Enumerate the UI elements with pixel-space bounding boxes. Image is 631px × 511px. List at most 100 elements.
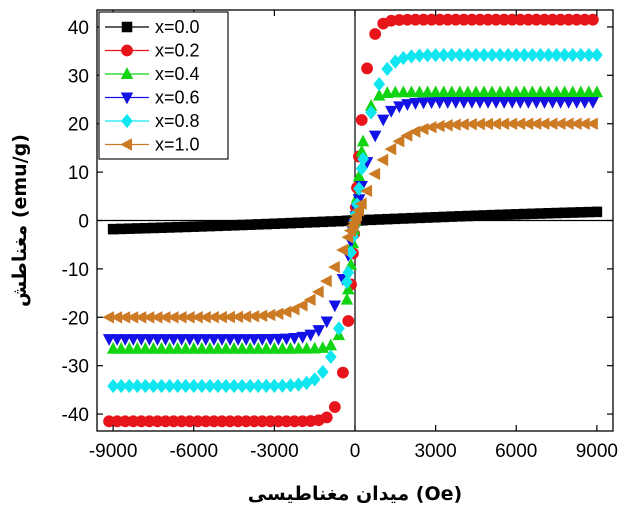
data-point (433, 13, 446, 26)
data-point (248, 415, 261, 428)
data-point (199, 310, 211, 324)
data-point (505, 117, 518, 130)
data-point (534, 47, 547, 63)
data-point (578, 96, 591, 109)
legend: x=0.0 x=0.2 x=0.4 x=0.6 x=0.8 x=1.0 (98, 11, 229, 160)
data-point (489, 96, 503, 109)
data-point (485, 85, 499, 98)
data-point (203, 341, 217, 354)
data-point (356, 134, 370, 147)
data-point (537, 117, 550, 130)
data-point (204, 220, 216, 232)
data-point (328, 260, 340, 274)
data-point (562, 96, 575, 109)
data-point (397, 50, 410, 66)
legend-label: x=0.4 (155, 64, 200, 84)
data-point (582, 85, 596, 98)
data-point (421, 85, 434, 98)
data-point (300, 341, 313, 354)
data-point (336, 243, 348, 257)
data-point (276, 378, 289, 393)
data-point (400, 129, 413, 142)
data-point (390, 213, 401, 225)
data-point (417, 97, 430, 110)
data-point (574, 85, 587, 98)
data-point (260, 378, 273, 394)
data-point (567, 207, 578, 218)
data-point (110, 334, 124, 346)
legend-label: x=0.0 (155, 17, 200, 37)
data-point (134, 311, 147, 324)
data-point (320, 411, 333, 424)
data-point (514, 13, 527, 26)
data-point (342, 282, 355, 295)
data-point (131, 341, 144, 354)
data-point (538, 13, 551, 26)
data-point (422, 212, 433, 223)
data-point (409, 98, 422, 110)
data-point (414, 212, 425, 224)
data-point (413, 85, 426, 98)
data-point (473, 117, 485, 131)
data-point (562, 13, 575, 26)
data-point (110, 311, 123, 324)
data-point (357, 151, 369, 167)
data-point (445, 85, 458, 98)
data-point (357, 214, 369, 226)
data-point (239, 310, 252, 323)
data-point (174, 311, 187, 324)
data-point (191, 415, 204, 428)
data-point (252, 341, 265, 354)
data-point (215, 310, 227, 324)
data-point (381, 213, 393, 225)
data-point (337, 366, 349, 379)
data-point (481, 96, 495, 109)
data-point (510, 47, 523, 63)
data-point (453, 47, 466, 63)
data-point (256, 415, 269, 428)
data-point (501, 85, 515, 98)
data-point (243, 341, 257, 354)
data-point (381, 61, 394, 77)
data-point (498, 13, 511, 26)
data-point (280, 415, 293, 428)
data-point (526, 47, 539, 63)
x-tick-label: -9000 (89, 441, 138, 462)
data-point (163, 341, 176, 354)
data-point (522, 13, 535, 26)
legend-label: x=1.0 (155, 135, 200, 155)
data-point (216, 415, 228, 428)
legend-marker (120, 138, 132, 151)
x-tick-label: 3000 (414, 441, 456, 462)
data-point (171, 378, 184, 394)
data-point (227, 341, 241, 354)
data-point (522, 96, 535, 109)
x-tick-label: 6000 (495, 441, 537, 462)
data-point (558, 47, 571, 63)
data-point (457, 118, 469, 131)
data-point (220, 220, 232, 231)
data-point (156, 222, 167, 233)
data-point (449, 13, 462, 26)
data-point (397, 85, 410, 98)
data-point (235, 341, 249, 354)
data-point (182, 311, 195, 324)
data-point (465, 96, 479, 109)
data-point (569, 117, 582, 130)
data-point (385, 105, 398, 118)
data-point (151, 415, 164, 428)
data-point (570, 96, 583, 109)
data-point (401, 99, 414, 111)
y-tick-label: 0 (78, 212, 89, 233)
data-point (454, 211, 466, 222)
data-point (301, 217, 312, 228)
data-point (365, 105, 378, 120)
data-point (438, 211, 449, 223)
data-point (296, 331, 309, 344)
data-point (354, 197, 367, 210)
series-x=0.2 (103, 13, 599, 428)
data-point (107, 223, 119, 235)
data-point (293, 217, 304, 229)
data-point (561, 117, 574, 130)
data-point (155, 378, 168, 394)
